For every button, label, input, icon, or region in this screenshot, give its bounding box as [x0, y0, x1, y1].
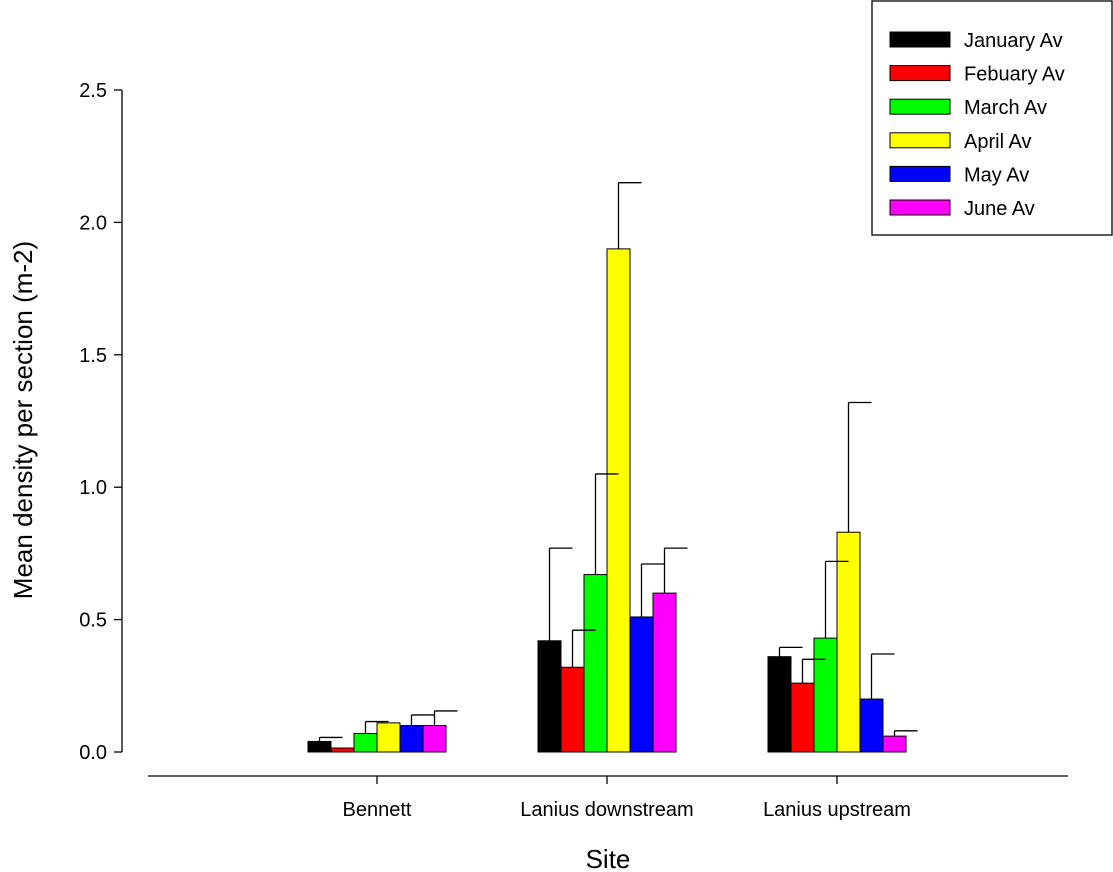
legend-label-2: Febuary Av	[964, 64, 1065, 86]
bar-5-3	[859, 698, 884, 753]
legend-swatch-5	[889, 165, 951, 182]
legend-label-3: March Av	[964, 97, 1047, 119]
bars-layer	[307, 248, 907, 753]
bar-6-1	[422, 725, 447, 753]
bar-2-3	[790, 682, 815, 753]
x-axis-title: Site	[586, 844, 631, 872]
legend-label-4: April Av	[964, 131, 1031, 153]
legend-swatch-1	[889, 31, 951, 48]
legend-label-1: January Av	[964, 30, 1063, 52]
legend: January Av Febuary Av March Av April Av May …	[871, 0, 1113, 236]
bar-5-2	[629, 616, 654, 753]
bar-4-1	[376, 722, 401, 753]
y-tick-label-4: 1.5	[79, 345, 107, 367]
bar-4-3	[836, 531, 861, 753]
legend-swatch-3	[889, 98, 951, 115]
bar-5-1	[399, 725, 424, 753]
legend-label-5: May Av	[964, 164, 1029, 186]
bar-3-3	[813, 637, 838, 753]
x-tick-label-3: Lanius upstream	[763, 799, 911, 821]
x-tick-label-1: Bennett	[343, 799, 412, 821]
y-tick-label-1: 0.0	[79, 742, 107, 764]
y-tick-label-3: 1.0	[79, 477, 107, 499]
bar-1-2	[537, 640, 562, 753]
bar-3-2	[583, 574, 608, 753]
x-tick-label-2: Lanius downstream	[520, 799, 693, 821]
bar-6-3	[882, 735, 907, 753]
legend-label-6: June Av	[964, 198, 1035, 220]
y-axis-title: Mean density per section (m-2)	[8, 241, 38, 599]
bar-2-1	[330, 747, 355, 753]
y-tick-label-6: 2.5	[79, 80, 107, 102]
bar-6-2	[652, 592, 677, 753]
bar-4-2	[606, 248, 631, 753]
bar-1-1	[307, 740, 332, 753]
bar-3-1	[353, 732, 378, 753]
errorbars-layer	[318, 182, 918, 742]
axes-layer: 0.0 0.5 1.0 1.5 2.0 2.5 Bennett Lanius downstre…	[79, 80, 1068, 821]
legend-swatch-4	[889, 132, 951, 149]
y-tick-label-2: 0.5	[79, 610, 107, 632]
y-tick-label-5: 2.0	[79, 212, 107, 234]
legend-swatch-2	[889, 65, 951, 82]
bar-1-3	[767, 656, 792, 753]
legend-swatch-6	[889, 199, 951, 216]
bar-2-2	[560, 666, 585, 753]
